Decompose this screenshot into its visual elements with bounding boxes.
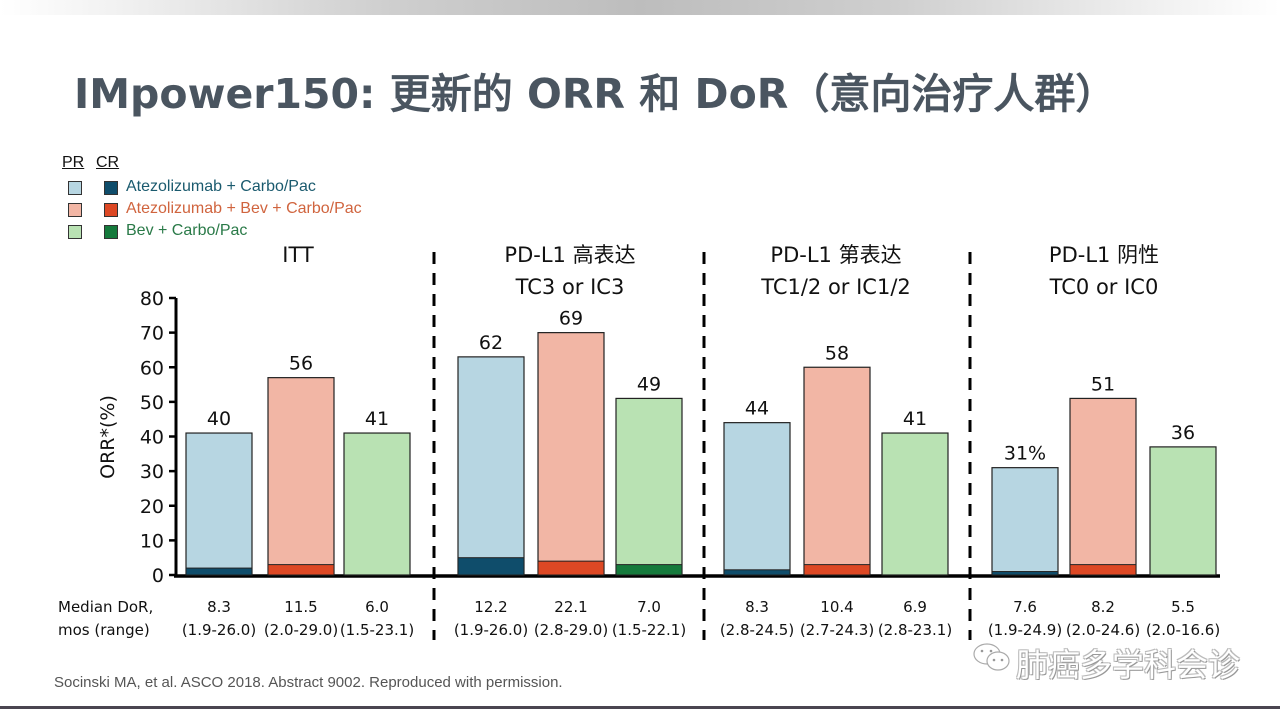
dor-median: 7.6 (1013, 598, 1037, 616)
bar-cr (457, 557, 525, 576)
legend-label: Atezolizumab + Bev + Carbo/Pac (126, 200, 362, 217)
bar-value-label: 58 (825, 342, 849, 364)
citation: Socinski MA, et al. ASCO 2018. Abstract … (54, 674, 563, 691)
dor-median: 6.9 (903, 598, 927, 616)
group-subtitle: TC3 or IC3 (515, 275, 625, 299)
y-tick-label: 30 (140, 461, 164, 483)
bar-pr (803, 366, 871, 576)
dor-median: 11.5 (284, 598, 317, 616)
y-axis-label: ORR*(%) (97, 395, 119, 479)
top-gradient-bar (0, 0, 1280, 15)
y-tick-label: 50 (140, 392, 164, 414)
bar-cr (185, 567, 253, 576)
bar-value-label: 51 (1091, 373, 1115, 395)
dor-range: (1.5-22.1) (612, 621, 686, 639)
bar-pr (457, 356, 525, 576)
dor-median: 8.2 (1091, 598, 1115, 616)
legend-pr-swatch (68, 181, 82, 195)
bar-cr (723, 569, 791, 576)
dor-median: 6.0 (365, 598, 389, 616)
bar-pr (881, 432, 949, 576)
dor-label-line1: Median DoR, (58, 598, 153, 616)
dor-median: 8.3 (745, 598, 769, 616)
bar-pr (991, 467, 1059, 576)
bar-cr (1069, 564, 1137, 576)
group-title: PD-L1 阴性 (1049, 243, 1159, 267)
dor-range: (1.5-23.1) (340, 621, 414, 639)
bar-pr (1149, 446, 1217, 576)
wechat-icon (973, 643, 1010, 671)
dor-range: (2.0-29.0) (264, 621, 338, 639)
y-tick-label: 0 (152, 565, 164, 587)
dor-median: 12.2 (474, 598, 507, 616)
dor-label-line2: mos (range) (58, 621, 150, 639)
dor-range: (1.9-26.0) (454, 621, 528, 639)
dor-range: (1.9-24.9) (988, 621, 1062, 639)
dor-median: 7.0 (637, 598, 661, 616)
bar-value-label: 44 (745, 398, 769, 420)
legend-label: Bev + Carbo/Pac (126, 222, 248, 239)
bar-pr (343, 432, 411, 576)
y-tick-label: 70 (140, 323, 164, 345)
bar-pr (537, 332, 605, 576)
group-title: ITT (282, 243, 314, 267)
legend-cr-swatch (104, 225, 118, 239)
bar-pr (185, 432, 253, 576)
watermark-text: 肺癌多学科会诊 (1016, 646, 1241, 684)
bar-value-label: 62 (479, 332, 503, 354)
legend-cr-swatch (104, 203, 118, 217)
footer-divider (0, 706, 1280, 709)
bar-pr (267, 377, 335, 576)
group-title: PD-L1 高表达 (504, 243, 635, 267)
bar-value-label: 69 (559, 308, 583, 330)
dor-median: 10.4 (820, 598, 853, 616)
group-subtitle: TC0 or IC0 (1049, 275, 1159, 299)
y-tick-label: 60 (140, 357, 164, 379)
y-tick-label: 80 (140, 288, 164, 310)
dor-range: (2.8-24.5) (720, 621, 794, 639)
dor-median: 5.5 (1171, 598, 1195, 616)
dor-median: 22.1 (554, 598, 587, 616)
dor-median: 8.3 (207, 598, 231, 616)
legend-pr-header: PR (62, 154, 85, 171)
group-title: PD-L1 第表达 (770, 243, 901, 267)
bar-value-label: 56 (289, 353, 313, 375)
dor-range: (2.8-29.0) (534, 621, 608, 639)
watermark: 肺癌多学科会诊 (973, 640, 1241, 686)
bar-value-label: 36 (1171, 422, 1195, 444)
y-tick-label: 20 (140, 496, 164, 518)
bar-pr (723, 422, 791, 576)
dor-range: (2.0-24.6) (1066, 621, 1140, 639)
group-subtitle: TC1/2 or IC1/2 (760, 275, 911, 299)
bar-value-label: 31% (1004, 443, 1046, 465)
bar-value-label: 49 (637, 373, 661, 395)
bar-cr (537, 560, 605, 576)
bar-cr (803, 564, 871, 576)
dor-range: (2.0-16.6) (1146, 621, 1220, 639)
dor-range: (1.9-26.0) (182, 621, 256, 639)
bar-cr (267, 564, 335, 576)
bar-value-label: 41 (365, 408, 389, 430)
legend-pr-swatch (68, 225, 82, 239)
bar-value-label: 40 (207, 408, 231, 430)
bar-value-label: 41 (903, 408, 927, 430)
bar-cr (991, 571, 1059, 576)
bar-pr (615, 397, 683, 576)
bar-cr (615, 564, 683, 576)
legend-cr-header: CR (96, 154, 120, 171)
y-tick-label: 40 (140, 427, 164, 449)
legend-cr-swatch (104, 181, 118, 195)
dor-range: (2.7-24.3) (800, 621, 874, 639)
legend-pr-swatch (68, 203, 82, 217)
bar-pr (1069, 397, 1137, 576)
y-tick-label: 10 (140, 530, 164, 552)
legend-label: Atezolizumab + Carbo/Pac (126, 178, 316, 195)
dor-range: (2.8-23.1) (878, 621, 952, 639)
slide-title: IMpower150: 更新的 ORR 和 DoR（意向治疗人群） (74, 70, 1117, 118)
